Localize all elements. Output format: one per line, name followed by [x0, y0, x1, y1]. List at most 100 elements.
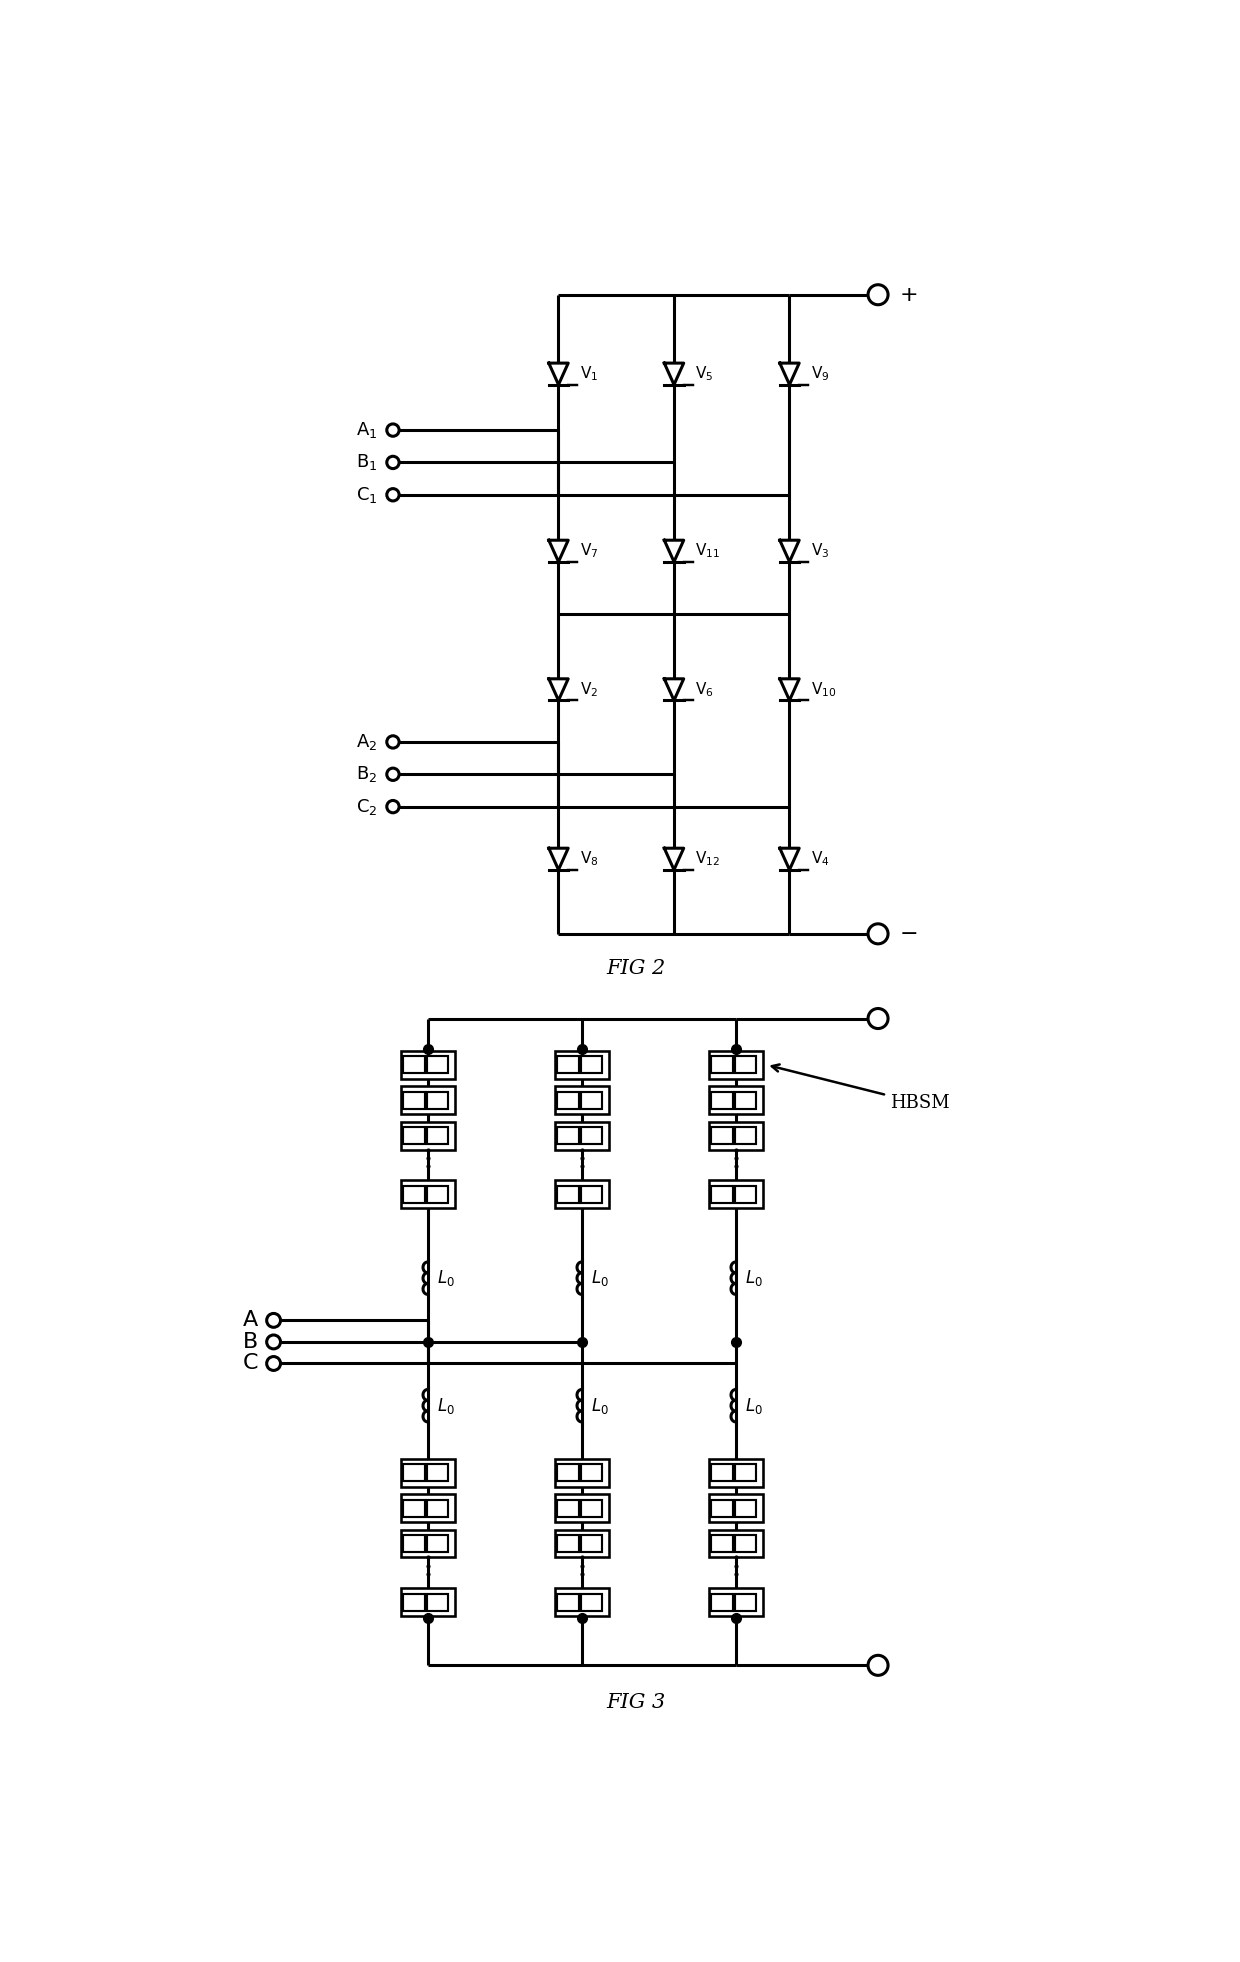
Circle shape [387, 769, 399, 781]
Text: B: B [243, 1332, 258, 1352]
Bar [403, 1185, 424, 1203]
Text: V$_5$: V$_5$ [696, 365, 713, 383]
Bar [403, 1126, 424, 1144]
Bar [708, 1052, 763, 1079]
Bar [735, 1126, 756, 1144]
Bar [580, 1464, 603, 1481]
Text: A: A [243, 1311, 258, 1330]
Bar [708, 1589, 763, 1617]
Polygon shape [665, 848, 683, 869]
Bar [554, 1122, 609, 1150]
Circle shape [868, 1008, 888, 1028]
Circle shape [868, 284, 888, 304]
Polygon shape [780, 540, 800, 561]
Text: B$_1$: B$_1$ [356, 453, 377, 473]
Text: $L_0$: $L_0$ [590, 1267, 609, 1289]
Circle shape [387, 424, 399, 436]
Text: +: + [899, 284, 919, 304]
Text: V$_{12}$: V$_{12}$ [696, 850, 720, 869]
Bar [711, 1056, 733, 1073]
Text: B$_2$: B$_2$ [356, 765, 377, 785]
Bar [401, 1589, 455, 1617]
Bar [557, 1091, 579, 1109]
Circle shape [387, 489, 399, 500]
Text: A$_2$: A$_2$ [356, 732, 377, 751]
Polygon shape [549, 848, 568, 869]
Bar [403, 1056, 424, 1073]
Bar [711, 1534, 733, 1552]
Text: V$_8$: V$_8$ [580, 850, 599, 869]
Text: V$_3$: V$_3$ [811, 542, 830, 561]
Bar [580, 1499, 603, 1517]
Bar [711, 1126, 733, 1144]
Bar [711, 1593, 733, 1611]
Bar [708, 1495, 763, 1523]
Polygon shape [549, 679, 568, 700]
Bar [557, 1499, 579, 1517]
Bar [401, 1181, 455, 1209]
Text: FIG 3: FIG 3 [606, 1693, 665, 1711]
Bar [580, 1185, 603, 1203]
Polygon shape [665, 540, 683, 561]
Text: V$_6$: V$_6$ [696, 681, 714, 698]
Bar [554, 1052, 609, 1079]
Text: V$_{10}$: V$_{10}$ [811, 681, 836, 698]
Text: C$_1$: C$_1$ [356, 485, 377, 504]
Polygon shape [780, 363, 800, 385]
Text: V$_2$: V$_2$ [580, 681, 598, 698]
Bar [554, 1087, 609, 1114]
Text: V$_1$: V$_1$ [580, 365, 598, 383]
Text: V$_9$: V$_9$ [811, 365, 830, 383]
Bar [427, 1126, 449, 1144]
Bar [554, 1530, 609, 1558]
Bar [580, 1126, 603, 1144]
Circle shape [267, 1356, 280, 1369]
Bar [708, 1087, 763, 1114]
Polygon shape [549, 363, 568, 385]
Circle shape [387, 457, 399, 469]
Bar [580, 1056, 603, 1073]
Circle shape [868, 1656, 888, 1676]
Text: C: C [243, 1354, 258, 1373]
Bar [708, 1181, 763, 1209]
Text: $L_0$: $L_0$ [745, 1395, 763, 1417]
Bar [554, 1495, 609, 1523]
Polygon shape [549, 540, 568, 561]
Bar [401, 1495, 455, 1523]
Polygon shape [780, 679, 800, 700]
Bar [708, 1122, 763, 1150]
Bar [427, 1185, 449, 1203]
Bar [403, 1091, 424, 1109]
Text: V$_4$: V$_4$ [811, 850, 830, 869]
Bar [403, 1499, 424, 1517]
Bar [580, 1593, 603, 1611]
Text: $L_0$: $L_0$ [436, 1395, 455, 1417]
Text: −: − [899, 924, 919, 944]
Bar [427, 1534, 449, 1552]
Bar [403, 1464, 424, 1481]
Bar [735, 1534, 756, 1552]
Bar [711, 1091, 733, 1109]
Bar [403, 1593, 424, 1611]
Text: $L_0$: $L_0$ [745, 1267, 763, 1289]
Bar [708, 1530, 763, 1558]
Bar [711, 1499, 733, 1517]
Bar [557, 1126, 579, 1144]
Bar [557, 1464, 579, 1481]
Text: $L_0$: $L_0$ [436, 1267, 455, 1289]
Polygon shape [665, 679, 683, 700]
Bar [557, 1056, 579, 1073]
Text: HBSM: HBSM [771, 1065, 950, 1112]
Bar [557, 1534, 579, 1552]
Circle shape [387, 800, 399, 812]
Bar [711, 1464, 733, 1481]
Text: $L_0$: $L_0$ [590, 1395, 609, 1417]
Text: V$_{11}$: V$_{11}$ [696, 542, 720, 561]
Circle shape [868, 924, 888, 944]
Bar [554, 1589, 609, 1617]
Bar [735, 1091, 756, 1109]
Circle shape [267, 1313, 280, 1328]
Bar [401, 1530, 455, 1558]
Bar [554, 1181, 609, 1209]
Bar [557, 1593, 579, 1611]
